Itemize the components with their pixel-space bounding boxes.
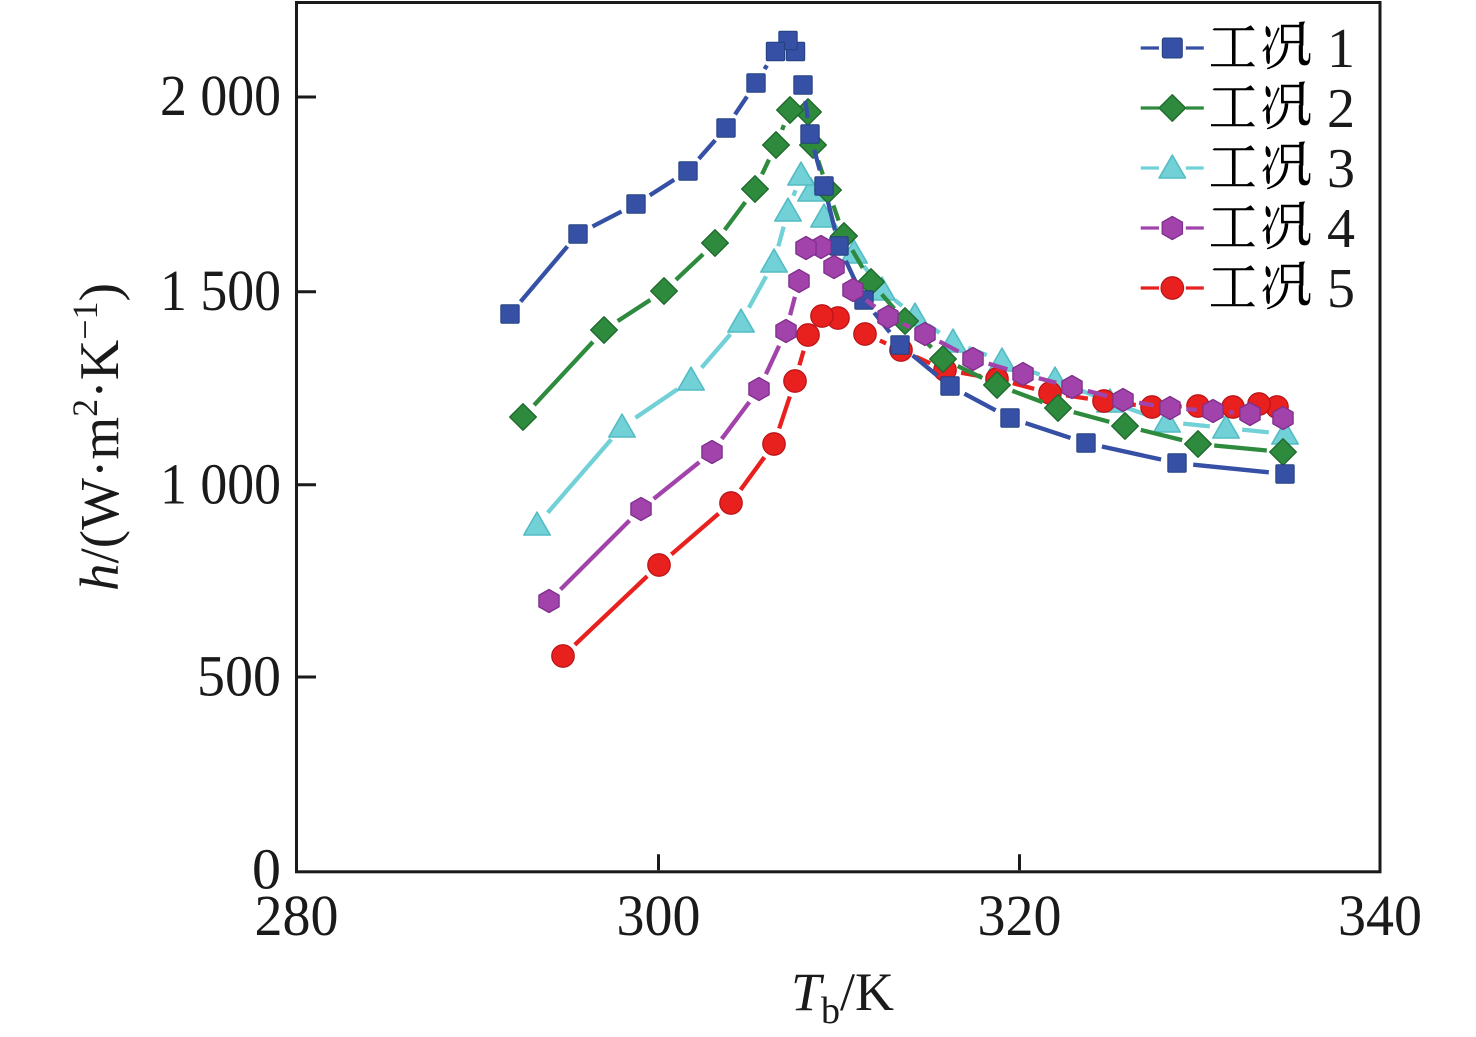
svg-text:300: 300 <box>617 883 701 948</box>
svg-text:5: 5 <box>1327 258 1355 320</box>
svg-text:2: 2 <box>1327 78 1355 140</box>
svg-text:2 000: 2 000 <box>160 63 281 128</box>
svg-text:1 500: 1 500 <box>160 258 281 323</box>
svg-text:4: 4 <box>1327 198 1355 260</box>
svg-text:3: 3 <box>1327 138 1355 200</box>
svg-text:0: 0 <box>252 837 281 902</box>
svg-text:500: 500 <box>197 644 281 709</box>
svg-text:340: 340 <box>1338 883 1422 948</box>
svg-text:1: 1 <box>1327 18 1355 80</box>
svg-text:h/(W·m2·K−1): h/(W·m2·K−1) <box>65 283 131 591</box>
svg-text:320: 320 <box>978 883 1062 948</box>
svg-text:Tb/K: Tb/K <box>791 962 894 1032</box>
svg-text:1 000: 1 000 <box>160 451 281 516</box>
svg-text:280: 280 <box>255 883 339 948</box>
